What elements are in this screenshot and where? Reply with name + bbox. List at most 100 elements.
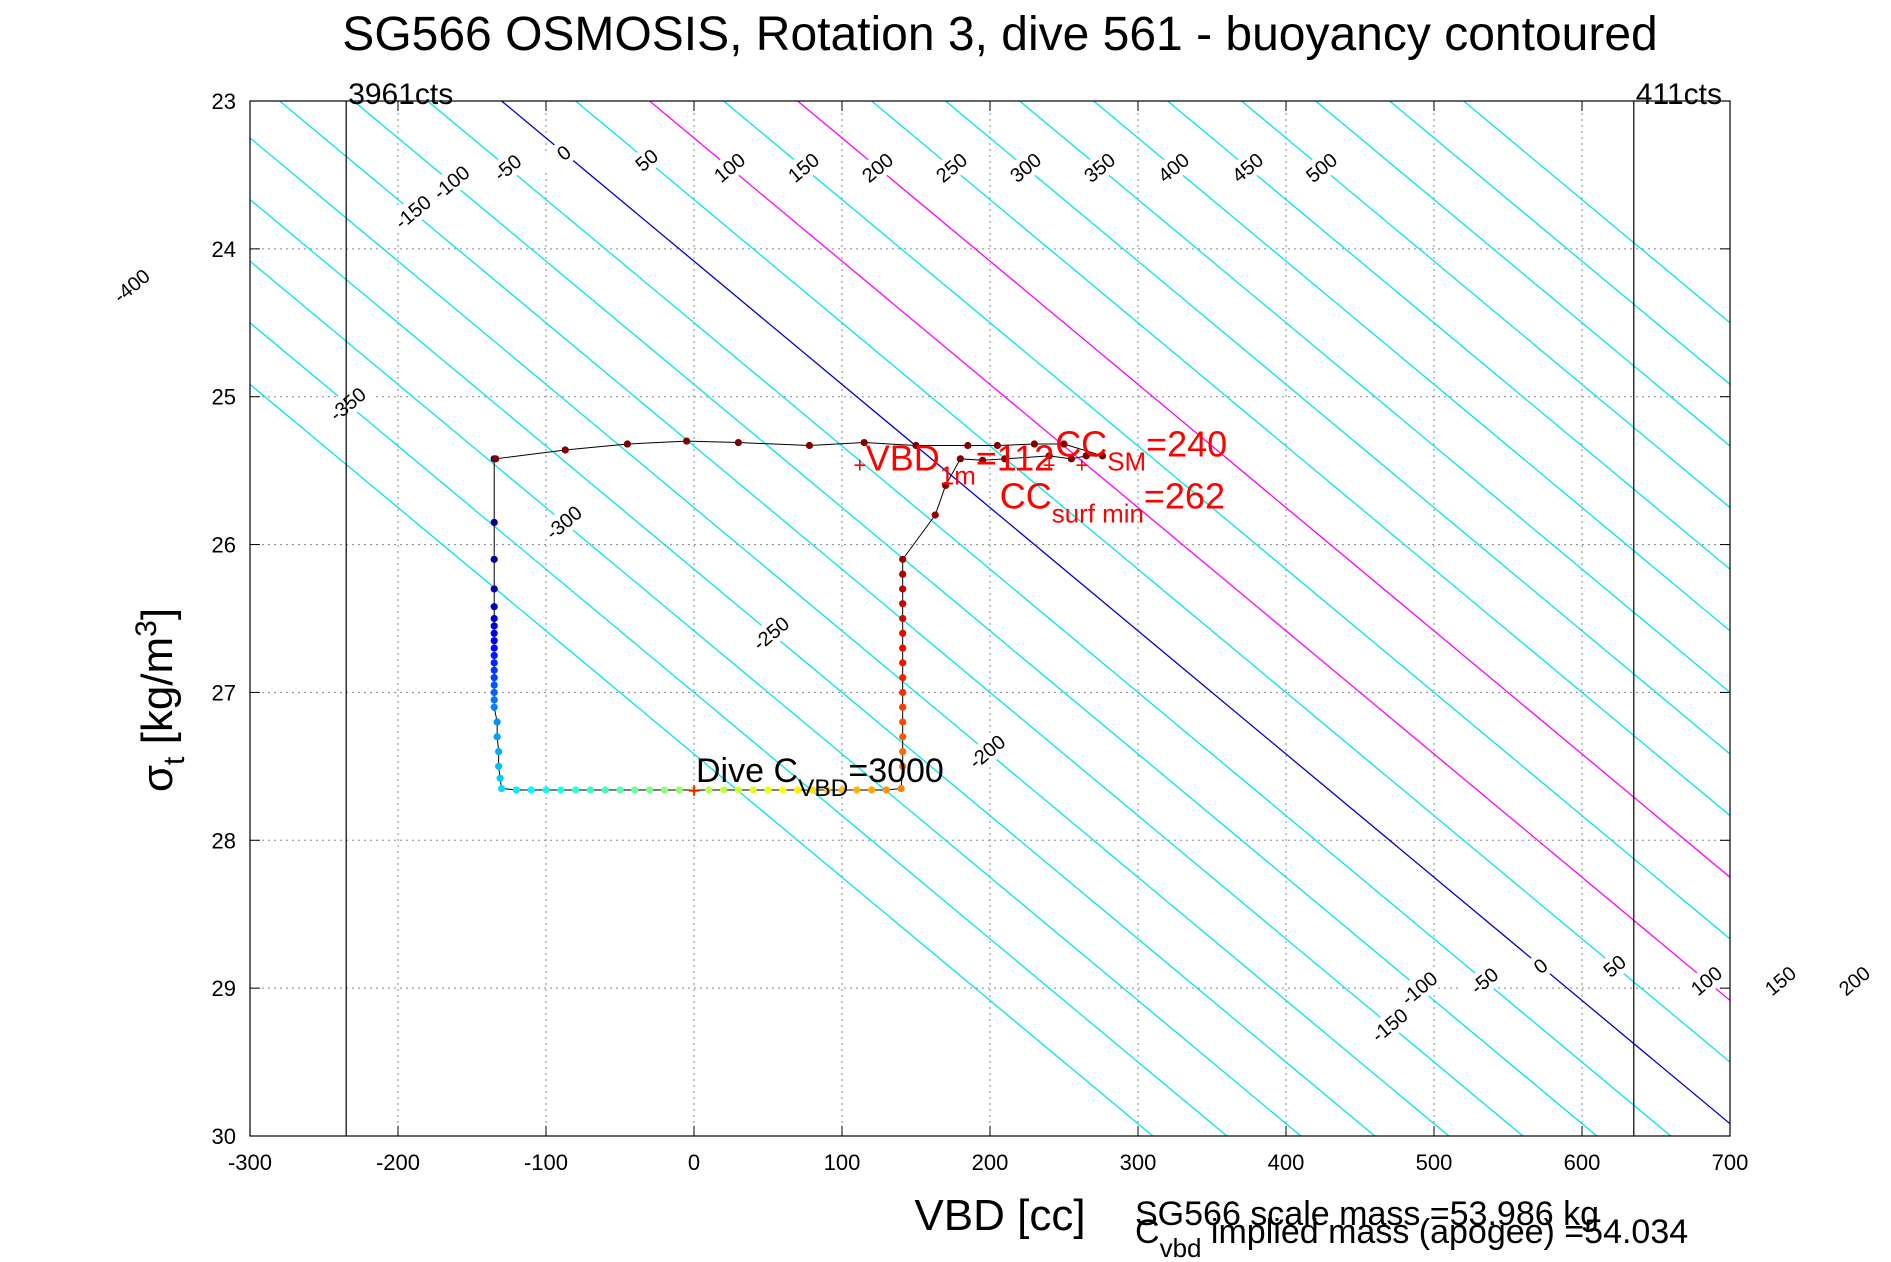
trajectory-point [942, 481, 950, 490]
trajectory-point [899, 688, 907, 697]
contour-label-bg [620, 135, 673, 185]
contour-line [1241, 101, 1730, 509]
vbd-annotations: + VBD1m=112+CCSM=240+CCsurf min=262+Dive … [688, 424, 1228, 803]
contour-line [1389, 101, 1730, 386]
contour-line [723, 101, 1730, 940]
trajectory-point [899, 762, 907, 770]
chart-title: SG566 OSMOSIS, Rotation 3, dive 561 - bu… [342, 8, 1657, 61]
trajectory-point [586, 786, 595, 794]
contour-label-bg [960, 726, 1014, 777]
contour-label-bg [1458, 956, 1511, 1006]
trajectory-point [490, 637, 498, 645]
trajectory-point [495, 747, 503, 756]
y-tick-label: 29 [212, 976, 236, 1001]
x-tick-label: 200 [972, 1150, 1009, 1175]
contour-label-bg [1828, 956, 1881, 1006]
trajectory-point [490, 666, 498, 674]
y-tick-label: 26 [212, 533, 236, 558]
trajectory-point [897, 784, 905, 793]
contour-line [1463, 101, 1730, 324]
trajectory-point [899, 644, 907, 652]
contour-label-bg [999, 142, 1052, 193]
contour-line [250, 321, 1228, 1136]
trajectory-point [660, 786, 669, 794]
x-axis-label: VBD [cc] [914, 1191, 1085, 1240]
axis-ticks: -300 -200 -100 0 100 200 300 400 500 600 700 23 24 25… [212, 89, 1749, 1175]
marker-cross: + [1043, 453, 1056, 478]
trajectory-point [794, 786, 802, 794]
trajectory-point [646, 786, 654, 794]
marker-label-sub: surf min [1052, 501, 1144, 529]
trajectory-point [490, 674, 498, 682]
contour-line [1019, 101, 1730, 694]
trajectory-point [764, 786, 772, 794]
trajectory-point [527, 786, 535, 794]
trajectory-point [490, 622, 498, 630]
x-tick-label: -300 [228, 1150, 272, 1175]
contour-line [250, 198, 1376, 1136]
contour-line [797, 101, 1730, 879]
x-tick-label: 0 [688, 1150, 700, 1175]
contour-label-bg [703, 142, 756, 193]
contour-label-bg [386, 187, 439, 237]
trajectory-point [734, 438, 743, 447]
contour-label-bg [105, 261, 158, 311]
trajectory-point [690, 786, 698, 794]
contour-line [250, 137, 1450, 1136]
marker-label-value: =112 [976, 438, 1054, 479]
marker-cross: + [688, 778, 701, 803]
trajectory-point [490, 614, 498, 623]
trajectory-point [490, 585, 498, 593]
trajectory-point [899, 629, 907, 637]
y-tick-label: 25 [212, 385, 236, 410]
trajectory-point [720, 786, 728, 794]
x-tick-label: 100 [824, 1150, 861, 1175]
trajectory-point [623, 440, 632, 448]
trajectory-point [823, 786, 831, 794]
y-axis-label: σt [kg/m3] [130, 608, 191, 792]
x-tick-label: 600 [1564, 1150, 1601, 1175]
y-tick-label: 27 [212, 680, 236, 705]
trajectory-point [899, 747, 907, 756]
contour-label-bg [1680, 956, 1733, 1006]
contour-label-bg [1393, 963, 1446, 1013]
trajectory-point [1060, 440, 1068, 448]
x-tick-label: 400 [1268, 1150, 1305, 1175]
implied-mass-text: implied mass (apogee) =54.034 [1201, 1213, 1688, 1251]
trajectory-point [1082, 452, 1090, 460]
trajectory-point [853, 786, 861, 794]
vbd-limit-label: 3961cts [348, 78, 453, 111]
contour-label-bg [1147, 142, 1200, 193]
y-tick-label: 24 [212, 237, 236, 262]
contour-label-bg [537, 128, 590, 178]
marker-label-sub: VBD [798, 775, 848, 802]
trajectory-point [912, 441, 920, 450]
marker-label-value: =3000 [848, 752, 944, 790]
trajectory-point [601, 786, 609, 794]
trajectory-point [899, 703, 907, 711]
y-axis-label-symbol: σ [133, 765, 182, 792]
trajectory-point [899, 614, 907, 623]
contour-label-bg [1588, 941, 1641, 991]
trajectory-point [490, 603, 498, 611]
trajectory-point [899, 674, 907, 682]
trajectory-point [490, 688, 498, 697]
trajectory-point [490, 703, 498, 711]
trajectory-point [979, 456, 987, 464]
trajectory-point [557, 786, 565, 794]
buoyancy-contours [250, 101, 1730, 1136]
x-tick-label: -200 [376, 1150, 420, 1175]
contour-label-bg [851, 142, 904, 193]
y-axis-label-close: ] [133, 608, 182, 620]
trajectory-point [868, 786, 876, 794]
trajectory-point [993, 441, 1002, 450]
trajectory-point [899, 733, 907, 741]
trajectory-point [808, 786, 817, 794]
trajectory-point [899, 718, 907, 726]
vertical-count-markers: 3961cts 411cts [345, 78, 1722, 1136]
trajectory-point [860, 438, 868, 447]
trajectory-point [490, 644, 498, 652]
contour-line [1093, 101, 1730, 632]
x-tick-label: 500 [1416, 1150, 1453, 1175]
trajectory-point [899, 555, 907, 563]
